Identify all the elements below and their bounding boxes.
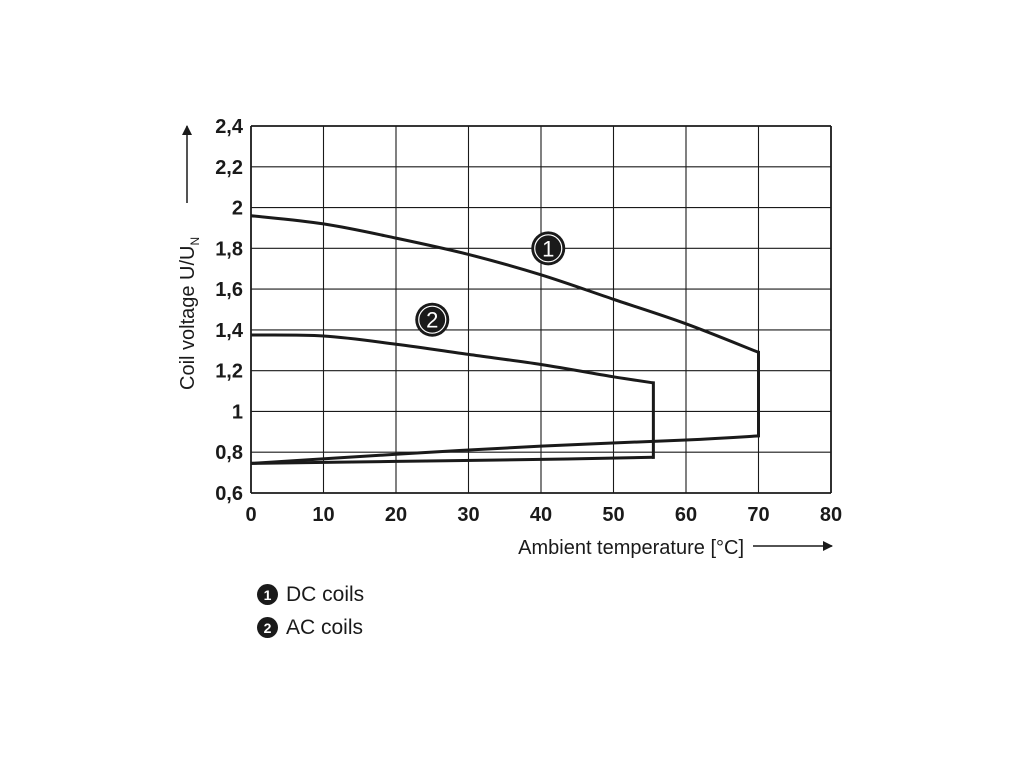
x-tick-label: 0 xyxy=(245,504,256,526)
y-tick-label: 1,6 xyxy=(215,279,243,301)
curves xyxy=(250,214,760,465)
series-markers: 12 xyxy=(415,231,566,337)
series-marker-number: 1 xyxy=(542,236,554,261)
series-marker-ring xyxy=(418,305,447,334)
y-axis-label: Coil voltage U/UN xyxy=(177,237,202,390)
series-dc-coils-lower xyxy=(250,434,759,465)
series-marker-number: 2 xyxy=(426,308,438,333)
series-marker-1: 1 xyxy=(531,231,566,266)
legend-item-ac: 2 AC coils xyxy=(257,611,364,644)
y-axis-label-subscript: N xyxy=(188,237,202,246)
series-ac-coils-lower xyxy=(250,455,654,465)
y-tick-labels: 0,6 0,8 1 1,2 1,4 1,6 1,8 2 2,2 2,4 xyxy=(215,116,244,505)
legend-marker-2: 2 xyxy=(257,617,278,638)
y-axis-label-group: Coil voltage U/UN xyxy=(177,237,202,390)
x-tick-label: 50 xyxy=(602,504,624,526)
legend-label-dc: DC coils xyxy=(286,582,365,606)
series-ac-coils-upper xyxy=(250,333,654,385)
legend: 1 DC coils 2 AC coils xyxy=(257,578,364,644)
y-tick-label: 0,6 xyxy=(215,483,243,505)
y-tick-label: 1,8 xyxy=(215,238,243,260)
x-tick-label: 10 xyxy=(312,504,334,526)
series-marker-ring xyxy=(534,234,563,263)
x-axis-label: Ambient temperature [°C] xyxy=(518,537,744,559)
x-tick-label: 20 xyxy=(385,504,407,526)
y-tick-label: 1 xyxy=(232,401,243,423)
series-marker-circle xyxy=(531,231,566,266)
x-tick-labels: 0 10 20 30 40 50 60 70 80 xyxy=(245,504,842,526)
series-marker-circle xyxy=(415,302,450,337)
series-marker-2: 2 xyxy=(415,302,450,337)
x-tick-label: 30 xyxy=(457,504,479,526)
grid xyxy=(250,125,832,494)
x-tick-label: 60 xyxy=(675,504,697,526)
y-tick-label: 1,2 xyxy=(215,361,243,383)
legend-item-dc: 1 DC coils xyxy=(257,578,364,611)
y-tick-label: 1,4 xyxy=(215,320,244,342)
y-tick-label: 2,4 xyxy=(215,116,244,138)
x-tick-label: 80 xyxy=(820,504,842,526)
series-dc-coils-upper xyxy=(250,214,760,354)
y-tick-label: 2 xyxy=(232,198,243,220)
legend-label-ac: AC coils xyxy=(286,615,364,639)
y-axis-label-main: Coil voltage U/U xyxy=(177,245,199,390)
x-tick-label: 70 xyxy=(747,504,769,526)
y-tick-label: 2,2 xyxy=(215,157,243,179)
y-tick-label: 0,8 xyxy=(215,442,243,464)
legend-marker-1: 1 xyxy=(257,584,278,605)
x-tick-label: 40 xyxy=(530,504,552,526)
